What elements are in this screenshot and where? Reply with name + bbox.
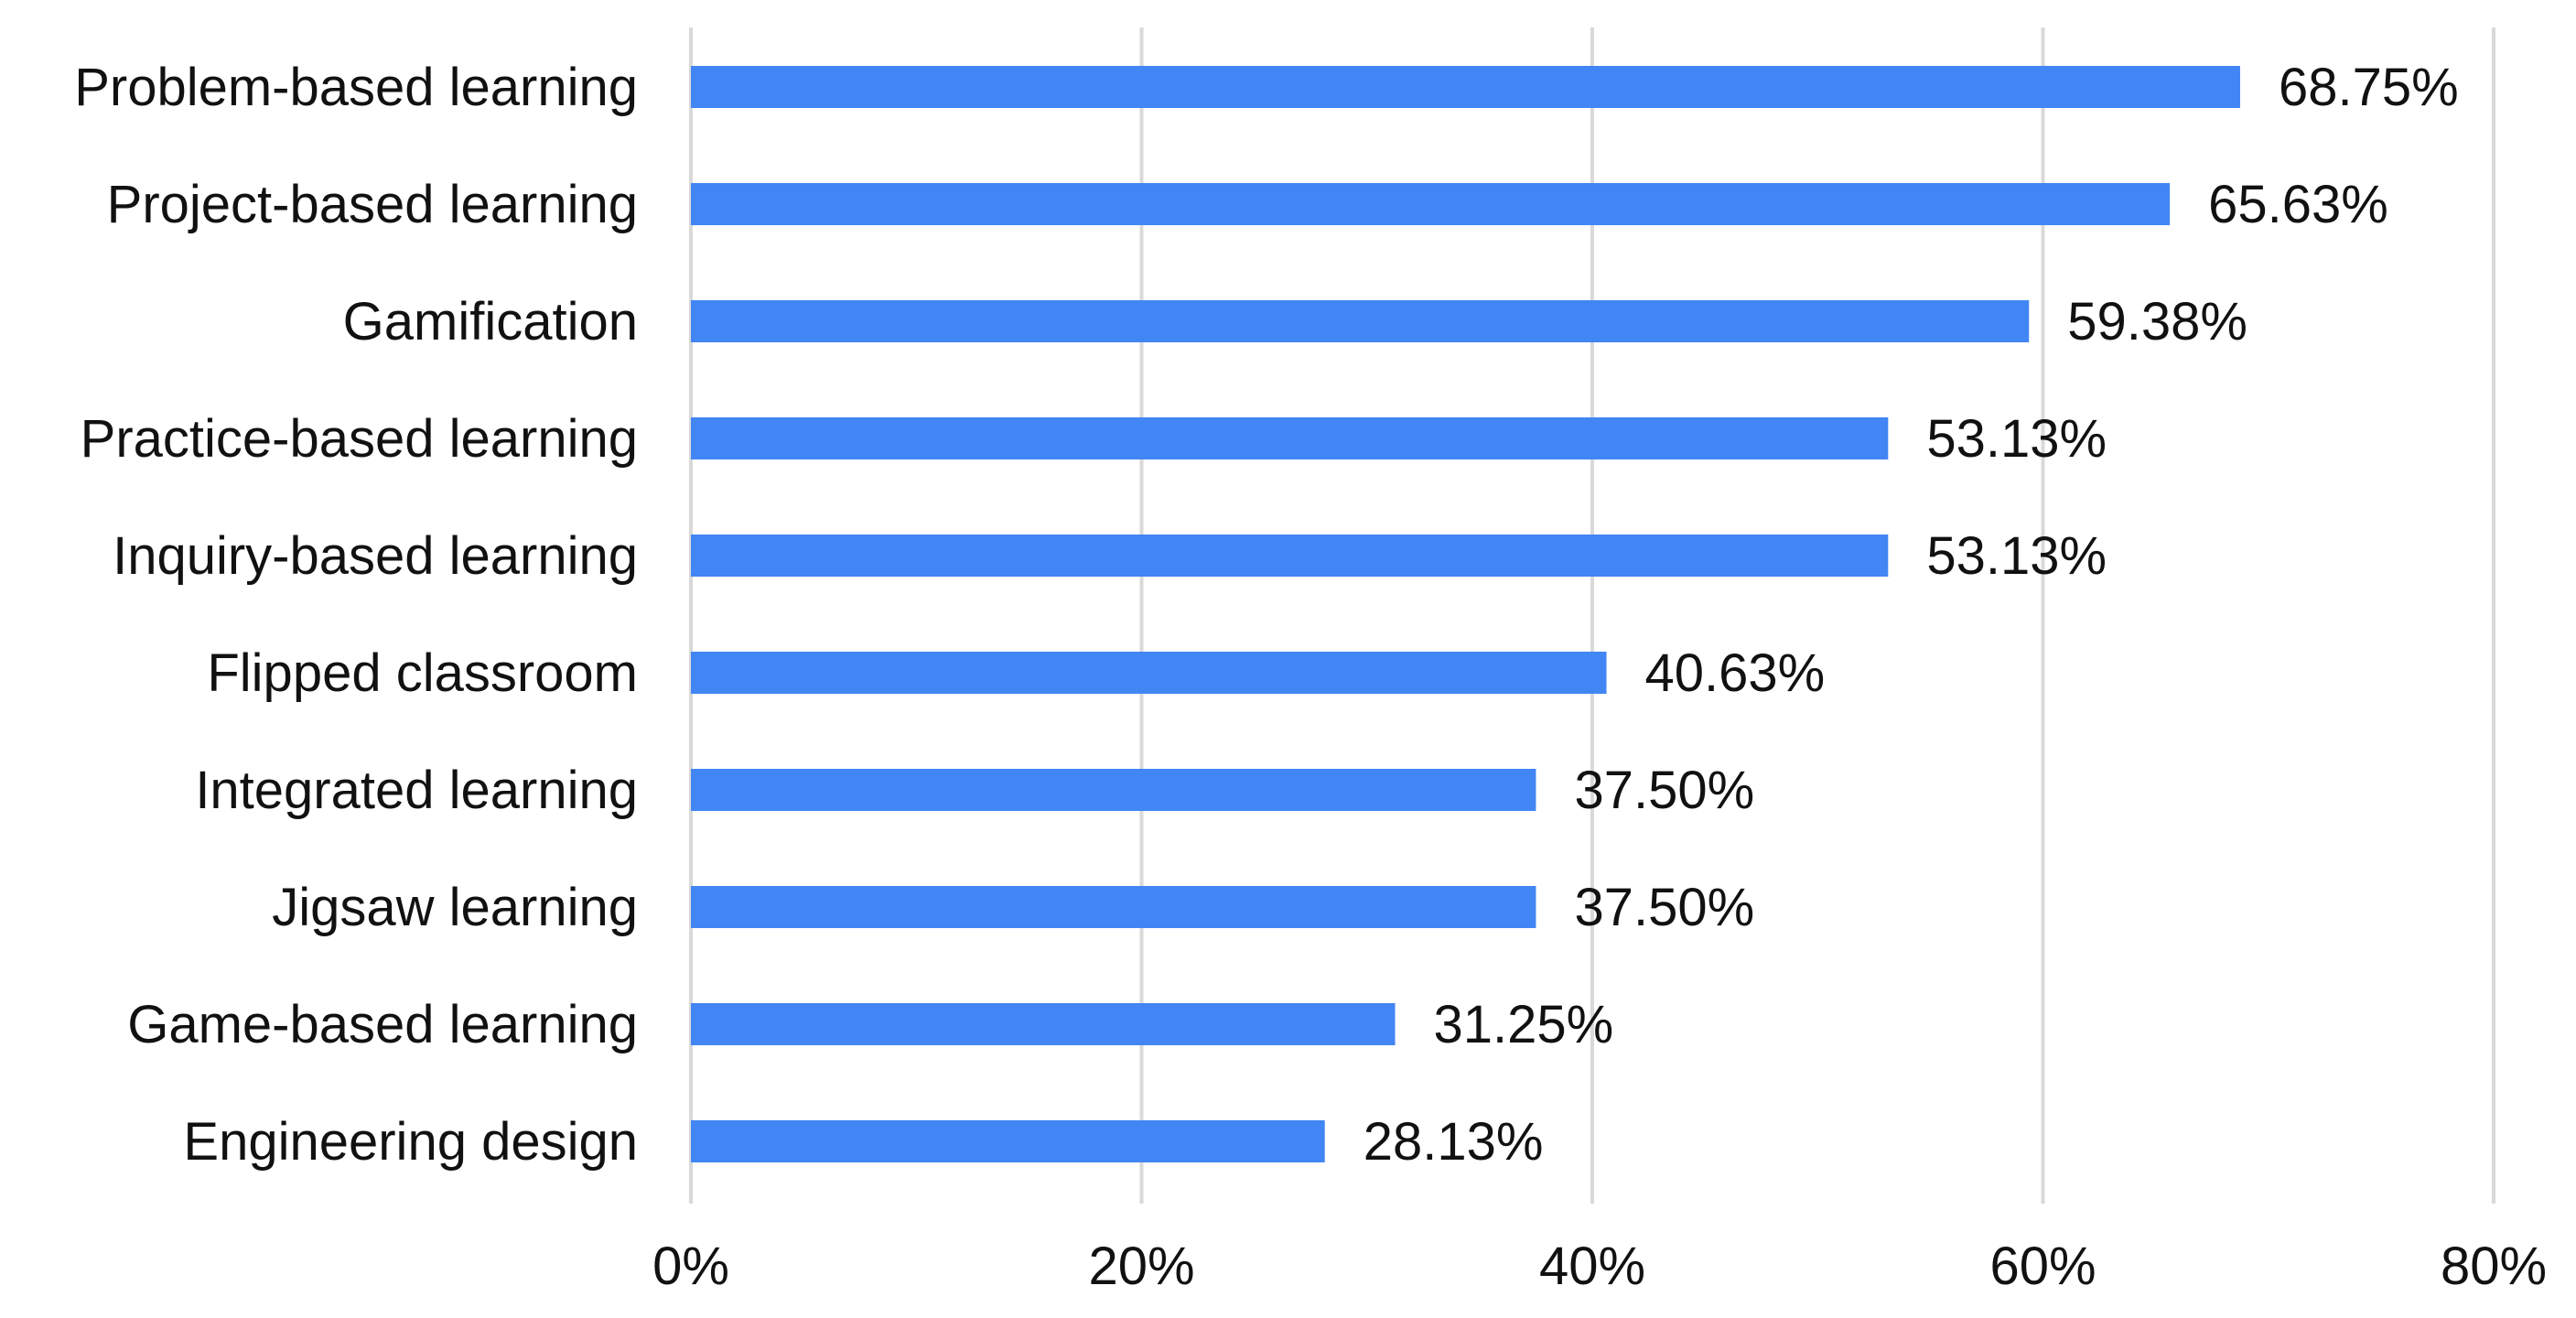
value-label: 40.63%: [1645, 643, 1826, 703]
category-label: Problem-based learning: [74, 58, 638, 117]
bar: [691, 652, 1607, 694]
x-tick-label: 20%: [1088, 1237, 1194, 1296]
x-tick-label: 40%: [1539, 1237, 1645, 1296]
category-label: Game-based learning: [127, 995, 638, 1054]
x-axis-tick-labels: 0% 20% 40% 60% 80%: [652, 1237, 2547, 1296]
category-labels: Problem-based learning Project-based lear…: [74, 58, 638, 1172]
bar: [691, 1003, 1396, 1045]
value-label: 37.50%: [1574, 878, 1754, 937]
category-label: Practice-based learning: [81, 409, 638, 469]
value-labels: 68.75% 65.63% 59.38% 53.13% 53.13% 40.63% 37.5…: [1363, 58, 2459, 1172]
value-label: 65.63%: [2208, 175, 2388, 234]
category-label: Jigsaw learning: [272, 878, 638, 937]
value-label: 53.13%: [1926, 526, 2107, 586]
bar: [691, 183, 2171, 225]
value-label: 28.13%: [1363, 1112, 1544, 1172]
bar: [691, 300, 2030, 342]
value-label: 31.25%: [1434, 995, 1614, 1054]
bars: [691, 66, 2240, 1162]
value-label: 53.13%: [1926, 409, 2107, 469]
bar: [691, 66, 2240, 108]
value-label: 37.50%: [1574, 761, 1754, 820]
bar: [691, 1120, 1325, 1162]
x-tick-label: 0%: [652, 1237, 729, 1296]
x-tick-label: 80%: [2441, 1237, 2547, 1296]
value-label: 68.75%: [2279, 58, 2459, 117]
category-label: Gamification: [343, 292, 638, 351]
x-tick-label: 60%: [1989, 1237, 2096, 1296]
bar: [691, 535, 1889, 577]
category-label: Flipped classroom: [207, 643, 638, 703]
bar: [691, 769, 1536, 811]
value-label: 59.38%: [2067, 292, 2247, 351]
category-label: Project-based learning: [107, 175, 638, 234]
bar: [691, 417, 1889, 459]
category-label: Integrated learning: [195, 761, 638, 820]
bar: [691, 886, 1536, 928]
category-label: Inquiry-based learning: [113, 526, 638, 586]
category-label: Engineering design: [183, 1112, 638, 1172]
